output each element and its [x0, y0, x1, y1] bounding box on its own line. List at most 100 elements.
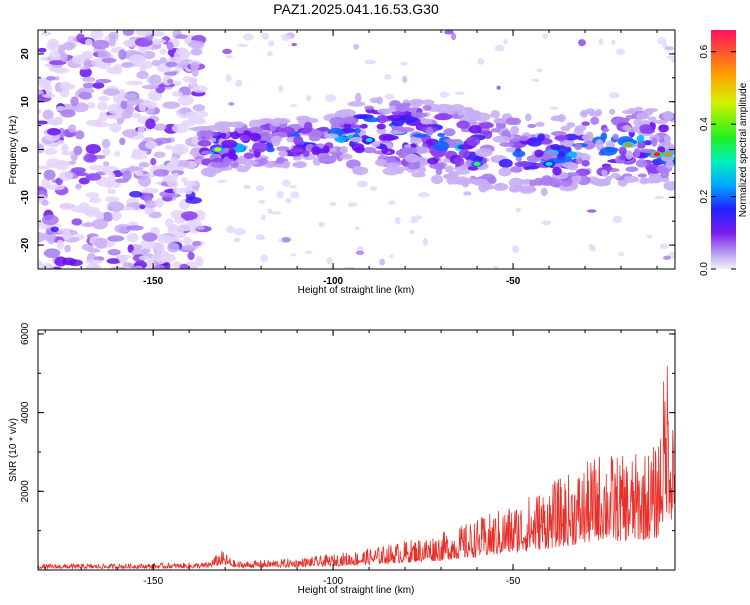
heatmap-blob	[595, 139, 604, 150]
heatmap-blob	[460, 111, 479, 116]
heatmap-blob	[46, 75, 56, 81]
heatmap-blob	[153, 243, 166, 253]
heatmap-blob	[145, 118, 156, 130]
heatmap-blob	[281, 179, 291, 187]
heatmap-blob	[578, 39, 586, 47]
heatmap-blob	[619, 156, 626, 161]
heatmap-blob	[154, 197, 164, 208]
heatmap-blob	[93, 122, 111, 128]
heatmap-blob	[106, 258, 121, 264]
heatmap-blob	[228, 102, 235, 106]
heatmap-blob	[195, 225, 205, 231]
heatmap-blob	[499, 142, 515, 147]
heatmap-blob	[285, 197, 292, 204]
heatmap-blob	[94, 237, 108, 249]
heatmap-blob	[402, 75, 408, 83]
heatmap-blob	[38, 232, 45, 243]
heatmap-blob	[550, 181, 561, 188]
heatmap-blob	[85, 143, 101, 154]
heatmap-blob	[227, 150, 236, 160]
heatmap-blob	[323, 133, 339, 139]
heatmap-blob	[400, 147, 418, 155]
snr-xlabel: Height of straight line (km)	[298, 585, 415, 596]
heatmap-blob	[639, 148, 657, 154]
snr-ytick-label: 6000	[20, 322, 31, 345]
heatmap-blob	[478, 122, 494, 129]
heatmap-blob	[279, 151, 287, 157]
heatmap-blob	[608, 92, 620, 99]
heatmap-blob	[102, 147, 111, 156]
heatmap-blob	[85, 192, 99, 198]
heatmap-xtick-label: -100	[323, 276, 343, 287]
heatmap-blob	[119, 137, 126, 146]
heatmap-blob	[114, 150, 121, 157]
snr-ticks: -150 -100 -50 2000 4000 6000	[20, 322, 675, 587]
heatmap-blob	[236, 165, 250, 173]
heatmap-blob	[258, 199, 266, 204]
heatmap-blob	[433, 162, 446, 171]
heatmap-blob	[490, 110, 500, 119]
heatmap-blob	[261, 32, 270, 40]
heatmap-blob	[233, 237, 241, 243]
heatmap-blob	[181, 244, 198, 251]
heatmap-blob	[255, 185, 265, 192]
heatmap-blob	[663, 134, 671, 144]
heatmap-blob	[267, 50, 273, 57]
heatmap-blob	[318, 221, 325, 228]
heatmap-blob	[165, 61, 178, 68]
heatmap-blob	[664, 46, 675, 51]
heatmap-blob	[120, 100, 128, 110]
heatmap-blob	[85, 173, 102, 181]
heatmap-blob	[47, 38, 59, 50]
heatmap-blob	[610, 173, 621, 179]
heatmap-hotspot	[624, 142, 632, 147]
heatmap-blob	[271, 139, 281, 147]
heatmap-blob	[243, 33, 254, 41]
heatmap-ytick-label: -20	[20, 237, 31, 252]
heatmap-blob	[554, 135, 569, 141]
heatmap-blob	[169, 156, 179, 168]
heatmap-blob	[106, 114, 123, 119]
heatmap-blob	[494, 45, 505, 52]
heatmap-blob	[95, 78, 112, 84]
heatmap-blob	[90, 30, 104, 40]
heatmap-blob	[633, 147, 641, 158]
heatmap-blob	[588, 244, 596, 250]
heatmap-blob	[38, 120, 49, 125]
heatmap-blob	[443, 128, 456, 137]
heatmap-blob	[602, 165, 613, 171]
heatmap-blob	[192, 104, 205, 112]
heatmap-blob	[60, 109, 76, 118]
heatmap-blob	[47, 128, 61, 136]
heatmap-blob	[397, 126, 415, 133]
heatmap-blob	[334, 110, 348, 118]
heatmap-blob	[409, 137, 422, 145]
heatmap-blob	[291, 253, 297, 257]
heatmap-ytick-label: -10	[20, 190, 31, 205]
heatmap-xtick-label: -150	[143, 276, 163, 287]
heatmap-blob	[289, 148, 304, 153]
heatmap-blob	[421, 99, 435, 106]
heatmap-blob	[132, 112, 142, 119]
heatmap-blob	[659, 243, 669, 250]
heatmap-blob	[389, 254, 394, 259]
heatmap-blob	[61, 143, 69, 153]
heatmap-blob	[652, 119, 669, 124]
heatmap-blob	[302, 127, 313, 133]
heatmap-blob	[472, 178, 489, 186]
heatmap-blob	[612, 133, 619, 140]
heatmap-blob	[487, 185, 495, 190]
heatmap-blob	[437, 132, 445, 137]
heatmap-blob	[83, 58, 92, 70]
heatmap-blob	[166, 41, 174, 51]
heatmap-blob	[73, 145, 83, 156]
heatmap-blob	[67, 35, 77, 44]
heatmap-blob	[126, 80, 144, 86]
heatmap-blob	[512, 150, 526, 158]
heatmap-blob	[125, 225, 144, 231]
heatmap-blob	[593, 178, 610, 187]
heatmap-blob	[259, 131, 270, 140]
heatmap-blob	[123, 93, 138, 99]
heatmap-blob	[453, 157, 465, 166]
